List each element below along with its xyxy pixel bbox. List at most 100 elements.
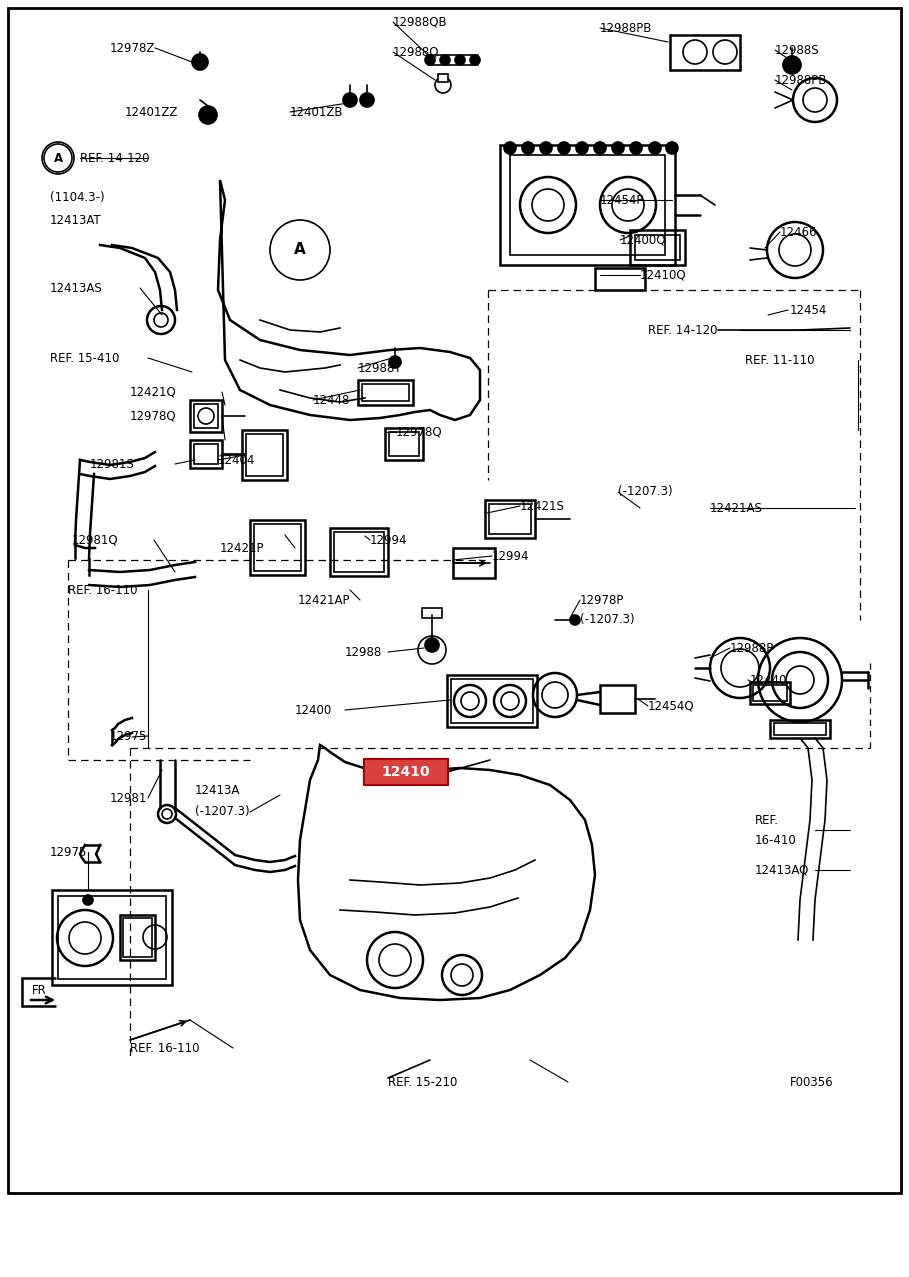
Circle shape xyxy=(343,93,357,107)
Text: 12421P: 12421P xyxy=(220,541,265,554)
Bar xyxy=(770,720,830,738)
Text: 12994: 12994 xyxy=(492,549,530,562)
Text: REF. 15-410: REF. 15-410 xyxy=(50,351,119,364)
Text: 12421AS: 12421AS xyxy=(710,502,763,515)
Bar xyxy=(385,428,423,460)
Bar xyxy=(334,533,384,572)
Circle shape xyxy=(455,55,465,65)
Bar xyxy=(52,890,172,985)
Bar xyxy=(635,235,680,261)
Text: 12988P: 12988P xyxy=(730,641,774,655)
Circle shape xyxy=(425,55,435,65)
Circle shape xyxy=(558,142,570,155)
Text: (-1207.3): (-1207.3) xyxy=(618,485,673,498)
Circle shape xyxy=(192,54,208,70)
Text: 12421AP: 12421AP xyxy=(298,594,351,607)
Text: 12988S: 12988S xyxy=(775,43,820,56)
Circle shape xyxy=(470,55,480,65)
Text: 12994: 12994 xyxy=(370,534,407,547)
Text: 12981S: 12981S xyxy=(90,457,135,470)
Circle shape xyxy=(522,142,534,155)
Text: 12410Q: 12410Q xyxy=(640,268,686,281)
Circle shape xyxy=(783,56,801,74)
Text: (-1207.3): (-1207.3) xyxy=(580,613,634,627)
Bar xyxy=(510,155,665,255)
Circle shape xyxy=(666,142,678,155)
Bar xyxy=(246,434,283,476)
Text: MITSUBISHI - 1582A039   N - 12410: MITSUBISHI - 1582A039 N - 12410 xyxy=(234,1228,675,1249)
Bar xyxy=(774,723,826,736)
Text: 12454P: 12454P xyxy=(600,194,644,207)
Text: 12400Q: 12400Q xyxy=(620,234,666,246)
Text: 12413AT: 12413AT xyxy=(50,213,102,226)
Circle shape xyxy=(360,93,374,107)
Bar xyxy=(123,918,152,956)
Circle shape xyxy=(199,106,217,124)
Bar xyxy=(194,404,218,428)
Text: 12988PB: 12988PB xyxy=(600,22,653,34)
Text: 12454: 12454 xyxy=(790,304,827,317)
Text: 12404: 12404 xyxy=(218,453,255,466)
Text: 12440: 12440 xyxy=(750,673,787,687)
Bar xyxy=(250,520,305,575)
Text: 12978Z: 12978Z xyxy=(110,41,155,55)
Circle shape xyxy=(425,638,439,653)
Bar xyxy=(120,916,155,960)
Circle shape xyxy=(83,895,93,905)
Bar xyxy=(753,684,787,701)
Text: 12988PB: 12988PB xyxy=(775,74,827,87)
Text: (1104.3-): (1104.3-) xyxy=(50,192,105,204)
Bar xyxy=(242,430,287,480)
Text: 12988T: 12988T xyxy=(358,361,403,374)
Bar xyxy=(447,676,537,727)
Text: 12454Q: 12454Q xyxy=(648,700,694,713)
Text: 12975: 12975 xyxy=(50,845,87,858)
Bar xyxy=(190,400,222,432)
Text: 16-410: 16-410 xyxy=(755,834,797,847)
Text: 12401ZB: 12401ZB xyxy=(290,106,344,119)
Text: 12401ZZ: 12401ZZ xyxy=(125,106,178,119)
Text: 12975: 12975 xyxy=(110,729,147,742)
Text: REF. 14-120: REF. 14-120 xyxy=(80,152,149,165)
Bar xyxy=(58,896,166,979)
Bar xyxy=(358,381,413,405)
Text: 12978Q: 12978Q xyxy=(396,425,443,438)
Bar xyxy=(630,230,685,266)
Text: 12448: 12448 xyxy=(313,393,350,406)
Text: A: A xyxy=(54,152,63,165)
Text: (-1207.3): (-1207.3) xyxy=(195,806,250,819)
Bar xyxy=(451,679,533,723)
Bar xyxy=(595,268,645,290)
Text: 12421Q: 12421Q xyxy=(130,386,176,398)
Text: 12466: 12466 xyxy=(780,226,817,239)
Bar xyxy=(194,444,218,464)
FancyBboxPatch shape xyxy=(364,759,448,785)
Circle shape xyxy=(504,142,516,155)
Text: 12410: 12410 xyxy=(382,765,430,779)
Text: 12981: 12981 xyxy=(110,792,147,805)
Text: 12978P: 12978P xyxy=(580,594,624,607)
Text: F00356: F00356 xyxy=(790,1075,834,1088)
Text: REF. 11-110: REF. 11-110 xyxy=(745,354,814,366)
Bar xyxy=(190,441,222,467)
Bar xyxy=(489,504,531,534)
Text: 12400: 12400 xyxy=(295,704,333,716)
Text: 12978Q: 12978Q xyxy=(130,410,176,423)
Text: REF. 16-110: REF. 16-110 xyxy=(130,1042,199,1055)
Text: 12413A: 12413A xyxy=(195,784,240,797)
Text: REF.: REF. xyxy=(755,813,779,826)
Bar xyxy=(453,548,495,578)
Text: 12981Q: 12981Q xyxy=(72,534,119,547)
Bar xyxy=(485,501,535,538)
Text: A: A xyxy=(295,243,305,258)
Circle shape xyxy=(630,142,642,155)
Text: 12421S: 12421S xyxy=(520,499,564,512)
Bar xyxy=(362,384,409,401)
Circle shape xyxy=(440,55,450,65)
Text: 12413AS: 12413AS xyxy=(50,281,103,295)
Circle shape xyxy=(649,142,661,155)
Circle shape xyxy=(389,356,401,368)
Text: 12988QB: 12988QB xyxy=(393,15,447,28)
Circle shape xyxy=(570,616,580,624)
Circle shape xyxy=(540,142,552,155)
